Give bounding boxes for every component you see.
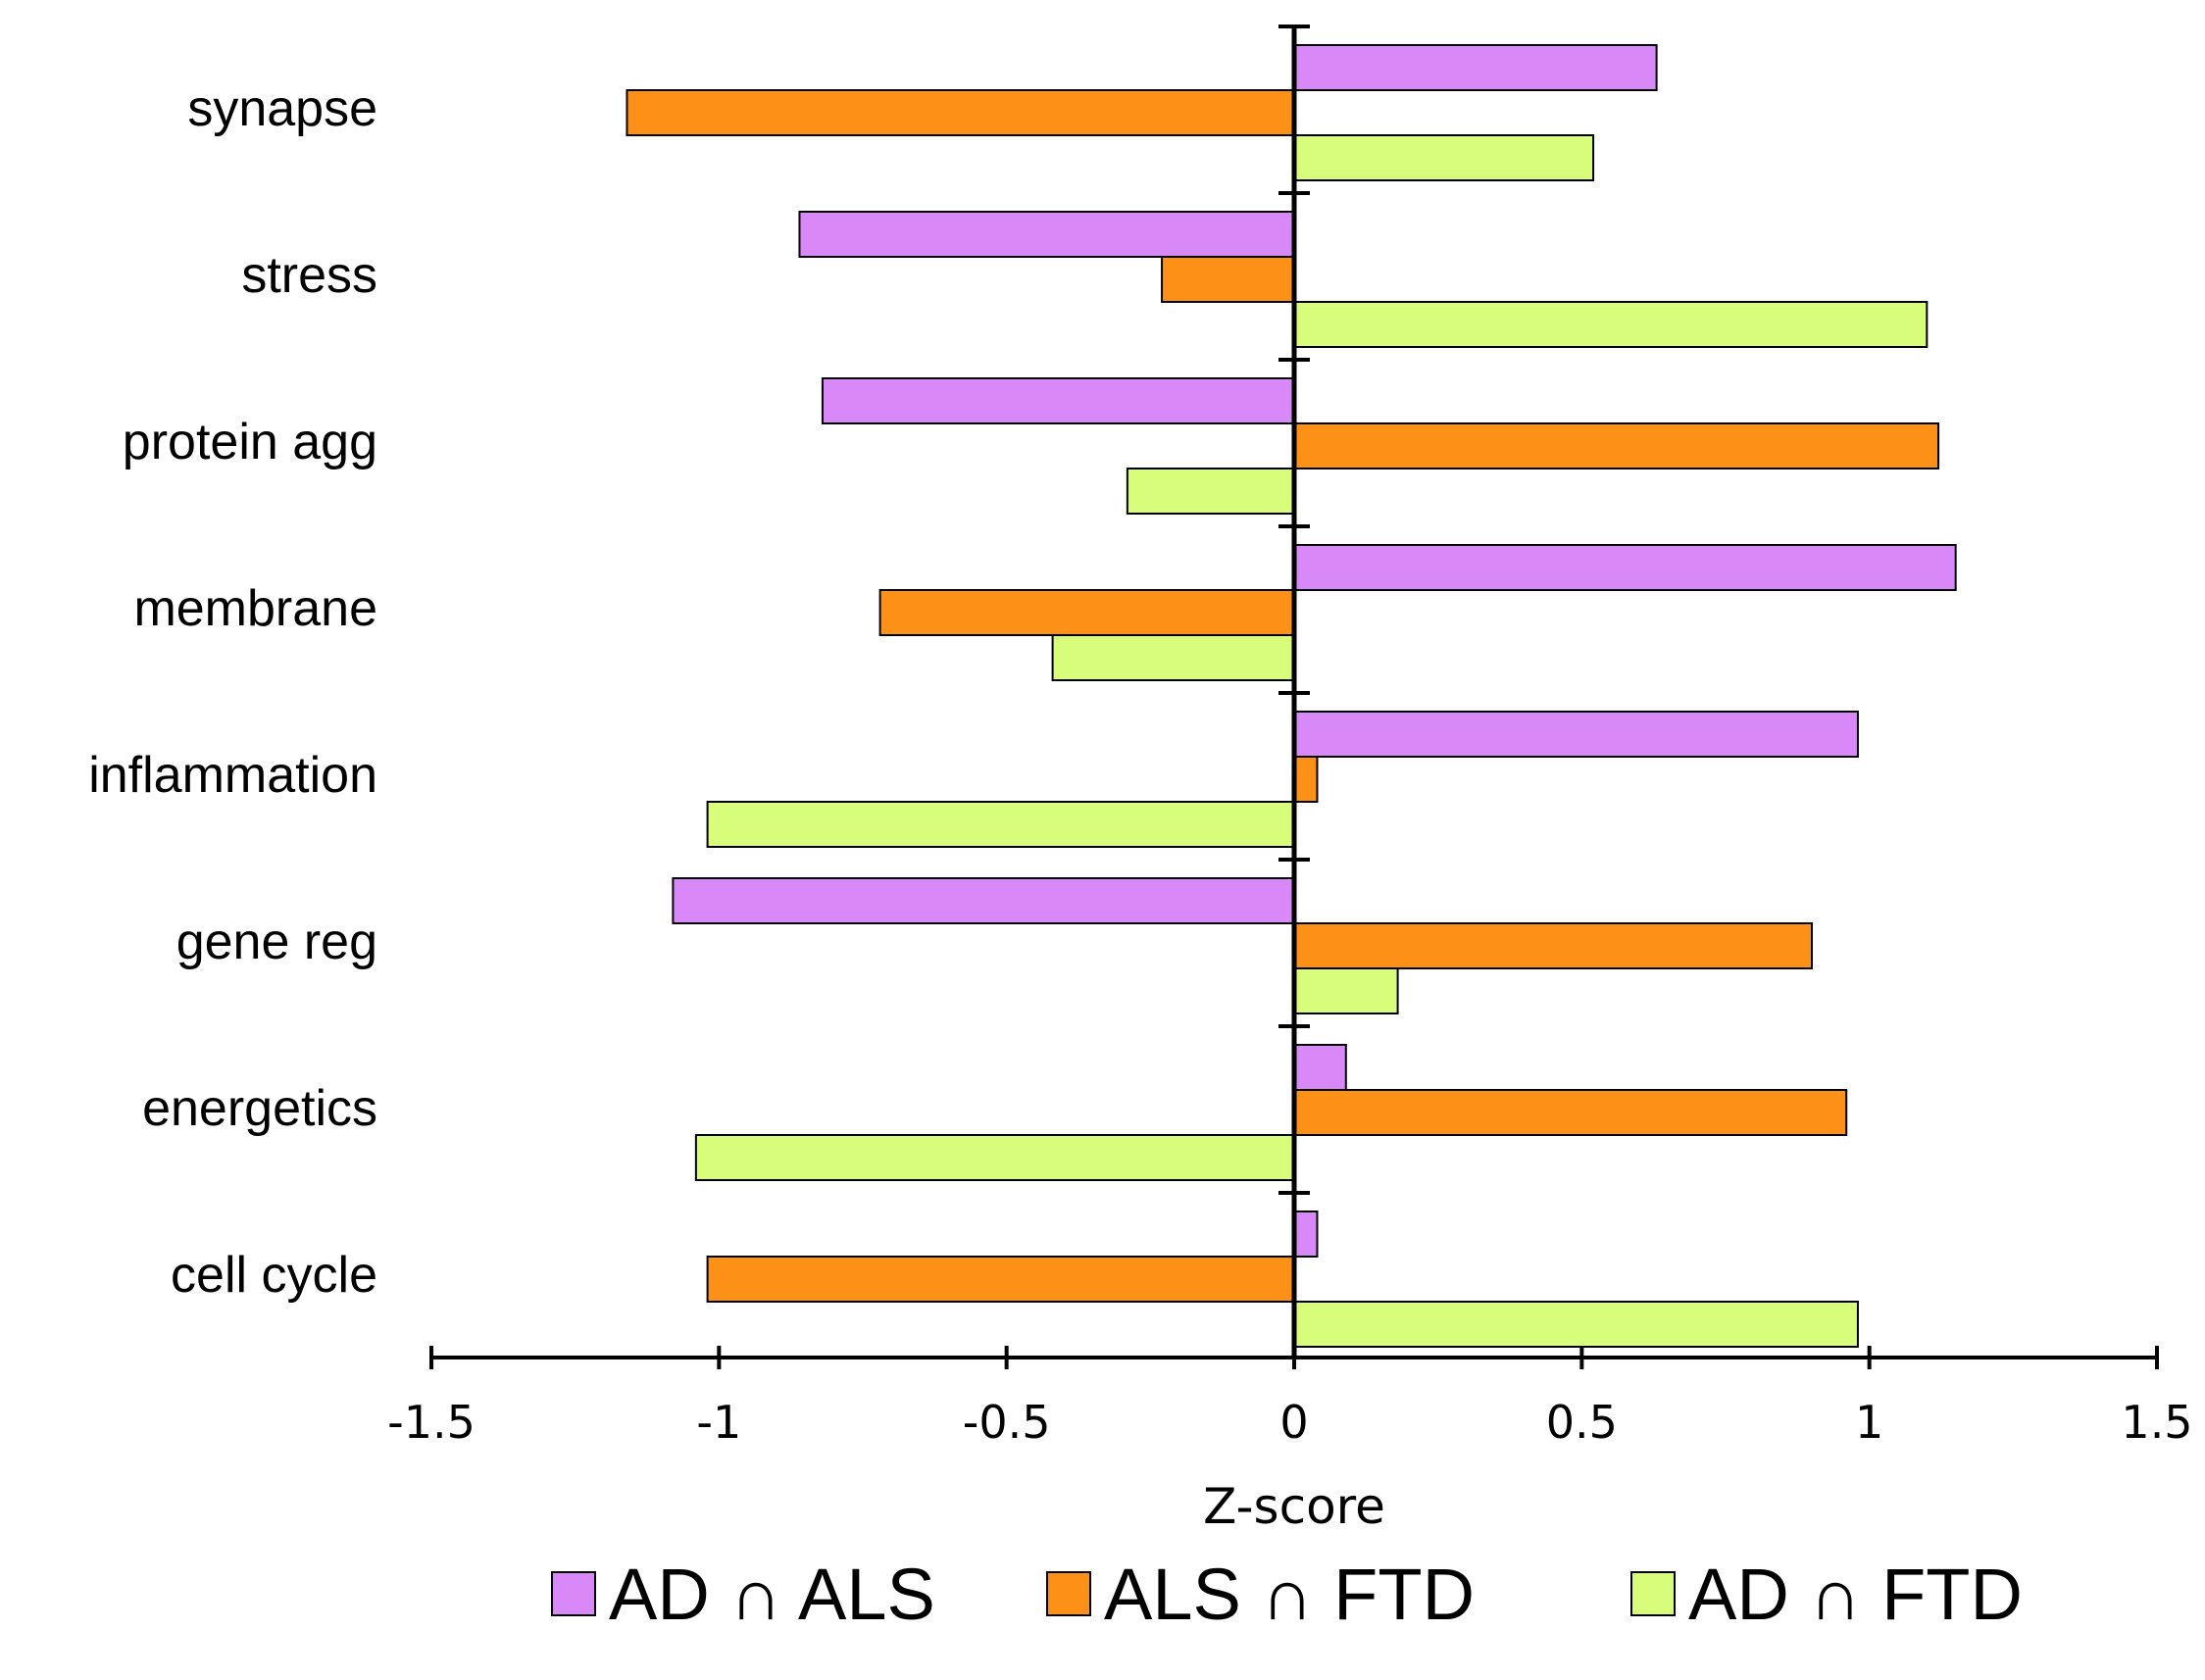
- bars-group: [626, 44, 1957, 1348]
- bar-cell-cycle-series-2: [706, 1256, 1295, 1303]
- legend-swatch-series-2: [1046, 1571, 1091, 1616]
- bar-gene-reg-series-1: [672, 877, 1295, 924]
- x-tick-label: 0.5: [1546, 1396, 1618, 1449]
- bar-cell-cycle-series-1: [1293, 1211, 1319, 1258]
- bar-protein-agg-series-2: [1293, 422, 1940, 469]
- legend-label-series-3: AD ∩ FTD: [1688, 1554, 2023, 1635]
- category-labels: synapse stress protein agg membrane inflamma…: [88, 80, 377, 1304]
- bar-gene-reg-series-3: [1293, 967, 1399, 1014]
- x-tick-label: -1.5: [387, 1396, 476, 1449]
- bar-synapse-series-1: [1293, 44, 1658, 91]
- category-label-synapse: synapse: [187, 80, 377, 137]
- bar-energetics-series-2: [1293, 1089, 1848, 1136]
- x-tick-label: 0: [1279, 1396, 1308, 1449]
- x-axis-title: Z-score: [1203, 1478, 1385, 1535]
- category-label-inflammation: inflammation: [88, 747, 377, 804]
- bar-protein-agg-series-3: [1126, 468, 1296, 515]
- bar-inflammation-series-2: [1293, 756, 1319, 803]
- x-tick-label: 1: [1855, 1396, 1883, 1449]
- x-tick-label: 1.5: [2121, 1396, 2192, 1449]
- bar-energetics-series-3: [694, 1134, 1295, 1181]
- bar-membrane-series-1: [1293, 544, 1957, 591]
- bar-cell-cycle-series-3: [1293, 1301, 1859, 1348]
- bar-membrane-series-2: [878, 589, 1295, 636]
- bar-synapse-series-3: [1293, 134, 1595, 181]
- category-label-cell-cycle: cell cycle: [171, 1247, 377, 1304]
- bar-gene-reg-series-2: [1293, 922, 1813, 969]
- bar-protein-agg-series-1: [821, 377, 1296, 424]
- bar-energetics-series-1: [1293, 1044, 1347, 1091]
- bar-stress-series-1: [798, 211, 1295, 258]
- y-axis-ticks: [1278, 25, 1310, 1195]
- x-tick-label: -0.5: [963, 1396, 1051, 1449]
- bar-stress-series-2: [1161, 256, 1295, 303]
- legend: AD ∩ ALS ALS ∩ FTD AD ∩ FTD: [551, 1554, 2023, 1635]
- x-axis-ticks: -1.5 -1 -0.5 0 0.5 1 1.5: [387, 1346, 2193, 1449]
- bar-synapse-series-2: [626, 89, 1295, 136]
- x-tick-label: -1: [696, 1396, 741, 1449]
- bar-stress-series-3: [1293, 301, 1929, 348]
- category-label-energetics: energetics: [142, 1080, 377, 1137]
- category-label-protein-agg: protein agg: [123, 414, 377, 470]
- category-label-stress: stress: [241, 247, 377, 304]
- legend-swatch-series-3: [1630, 1571, 1676, 1616]
- legend-swatch-series-1: [551, 1571, 596, 1616]
- bar-inflammation-series-1: [1293, 711, 1859, 758]
- category-label-gene-reg: gene reg: [176, 914, 377, 970]
- legend-label-series-1: AD ∩ ALS: [609, 1554, 935, 1635]
- category-label-membrane: membrane: [133, 580, 377, 637]
- bar-membrane-series-3: [1051, 634, 1295, 681]
- bar-inflammation-series-3: [706, 801, 1295, 848]
- legend-label-series-2: ALS ∩ FTD: [1104, 1554, 1475, 1635]
